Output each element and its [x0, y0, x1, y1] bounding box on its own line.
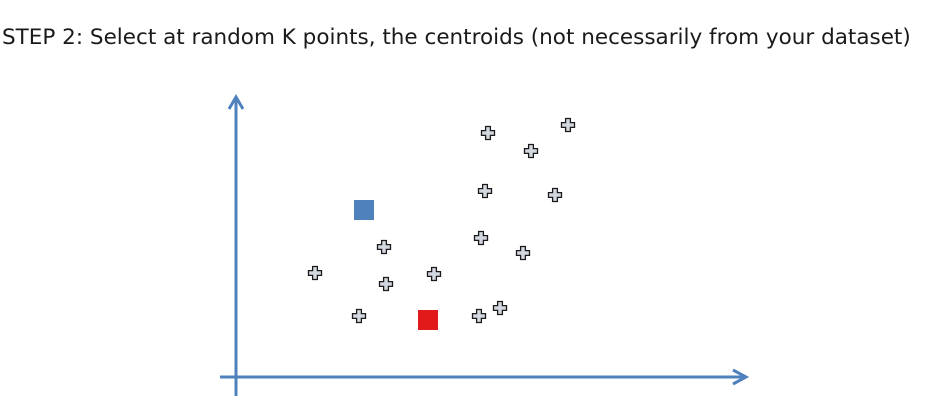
data-point-icon [523, 143, 539, 159]
data-point-icon [473, 230, 489, 246]
axes [220, 94, 750, 396]
data-point-icon [307, 265, 323, 281]
data-point-icon [376, 239, 392, 255]
centroid-red [418, 310, 438, 330]
data-point-icon [547, 187, 563, 203]
data-point-icon [560, 117, 576, 133]
x-axis-arrowhead [732, 368, 750, 386]
y-axis-arrowhead [227, 94, 245, 110]
data-point-icon [515, 245, 531, 261]
centroids [354, 200, 438, 330]
data-point-icon [378, 276, 394, 292]
data-point-icon [471, 308, 487, 324]
data-point-icon [426, 266, 442, 282]
data-point-icon [351, 308, 367, 324]
centroid-blue [354, 200, 374, 220]
data-points [307, 117, 576, 324]
data-point-icon [480, 125, 496, 141]
data-point-icon [477, 183, 493, 199]
step-heading: STEP 2: Select at random K points, the c… [2, 25, 911, 50]
data-point-icon [492, 300, 508, 316]
